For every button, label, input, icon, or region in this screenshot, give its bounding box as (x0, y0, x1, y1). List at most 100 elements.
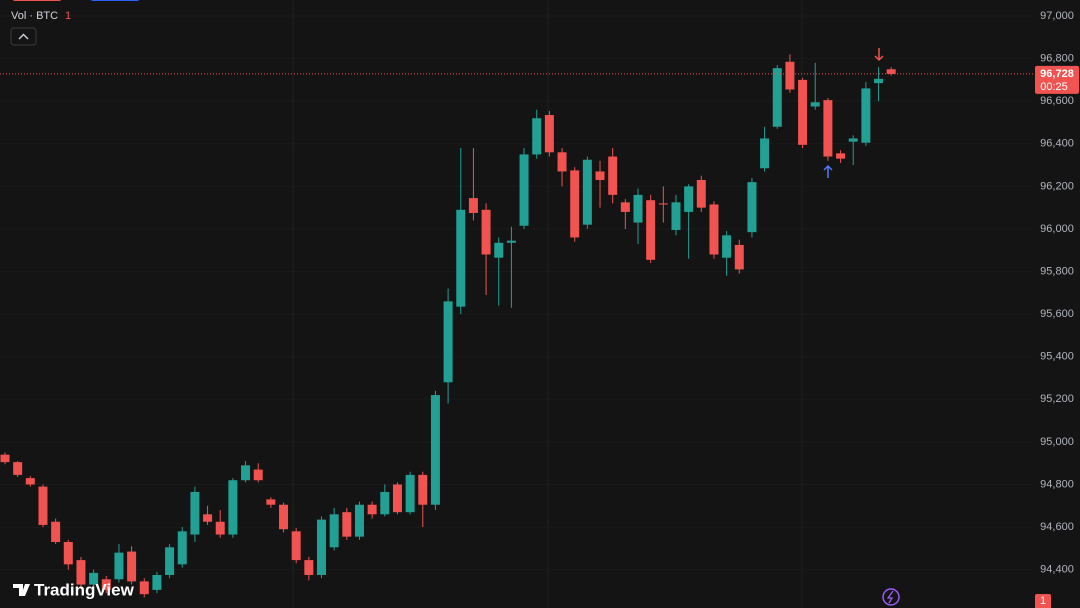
brand-name: TradingView (34, 580, 135, 599)
candle-body (494, 242, 504, 258)
candle-body (0, 454, 10, 463)
candle-body (380, 491, 390, 515)
y-tick-label: 97,000 (1040, 10, 1074, 22)
candle-body (633, 194, 643, 223)
candle-body (798, 79, 808, 145)
last-price-box (1035, 65, 1079, 94)
candle-body (785, 61, 795, 90)
candle-body (367, 504, 377, 515)
candle-body (709, 204, 719, 255)
candle-body (532, 118, 542, 155)
collapse-button[interactable] (10, 27, 37, 46)
candle-body (38, 486, 48, 525)
badge[interactable] (1035, 594, 1051, 608)
candle-body (620, 202, 630, 212)
candle-body (544, 115, 554, 153)
candle-body (165, 547, 175, 575)
candle-body (443, 301, 453, 383)
candle-body (430, 395, 440, 505)
candle-body (317, 519, 326, 575)
candle-body (506, 240, 516, 243)
candle-body (177, 531, 187, 565)
candle-body (25, 478, 35, 485)
candle-body (63, 541, 73, 565)
candle-body (861, 88, 871, 143)
candle-body (203, 514, 213, 522)
y-tick-label: 94,400 (1040, 564, 1074, 576)
candle-body (810, 102, 820, 107)
candle-body (658, 203, 668, 205)
candle-body (139, 581, 149, 595)
candle-body (241, 465, 251, 481)
indicator-value: 1 (65, 10, 71, 22)
candle-body (89, 572, 99, 585)
toolbar-button[interactable] (12, 0, 62, 1)
badge-count: 1 (1040, 595, 1046, 607)
indicator-name: Vol · BTC (11, 10, 58, 22)
candle-body (354, 504, 364, 537)
collapse-icon (18, 33, 29, 40)
candle-body (304, 560, 314, 575)
candle-body (266, 499, 276, 505)
countdown-text: 00:25 (1040, 81, 1068, 93)
y-tick-label: 94,800 (1040, 478, 1074, 490)
y-tick-label: 96,200 (1040, 180, 1074, 192)
candle-body (772, 68, 782, 127)
candle-body (392, 484, 402, 513)
candle-body (253, 469, 263, 481)
candle-body (215, 521, 225, 535)
candle-body (836, 153, 846, 159)
candle-body (823, 100, 833, 157)
candle-body (76, 560, 86, 585)
y-tick-label: 96,000 (1040, 223, 1074, 235)
candle-body (582, 159, 592, 225)
candle-body (734, 244, 744, 270)
candle-body (418, 474, 428, 505)
candle-body (51, 521, 61, 542)
price-axis (1033, 0, 1080, 608)
y-tick-label: 95,200 (1040, 393, 1074, 405)
candle-body (481, 209, 491, 255)
candle-body (646, 200, 656, 260)
h-grid (0, 15, 1033, 571)
y-tick-label: 96,600 (1040, 95, 1074, 107)
buy-signal-arrow (823, 164, 833, 178)
candle-body (747, 182, 757, 233)
candle-body (101, 579, 111, 590)
candle-body (468, 198, 478, 213)
lightning-icon (886, 590, 894, 604)
candle-body (152, 574, 162, 590)
candle-body (190, 491, 200, 535)
price-axis-labels: 94,400 94,600 94,800 95,000 95,200 95,400 95,6… (1040, 10, 1074, 576)
candle-body (760, 138, 770, 169)
candle-body (671, 202, 681, 231)
y-tick-label: 96,800 (1040, 52, 1074, 64)
y-tick-label: 94,600 (1040, 521, 1074, 533)
candle-body (722, 235, 732, 258)
lightning-button[interactable] (882, 588, 900, 606)
y-tick-label: 95,400 (1040, 351, 1074, 363)
candle-body (608, 156, 618, 195)
candle-body (519, 154, 529, 226)
candle-body (228, 480, 238, 535)
candle-body (127, 551, 137, 582)
sell-signal-arrow (874, 48, 884, 62)
candle-body (456, 209, 466, 307)
toolbar-button[interactable] (90, 0, 140, 1)
candle-body (13, 462, 23, 475)
y-tick-label: 95,800 (1040, 265, 1074, 277)
brand-logo (13, 584, 30, 596)
candle-body (279, 504, 289, 530)
candle-body (595, 171, 605, 180)
candle-body (114, 552, 124, 580)
candle-body (874, 78, 884, 84)
candle-body (405, 474, 415, 513)
y-tick-label: 95,000 (1040, 436, 1074, 448)
y-tick-label: 95,600 (1040, 308, 1074, 320)
candle-body (848, 138, 858, 142)
candle-body (291, 531, 301, 561)
candle-body (886, 69, 896, 74)
